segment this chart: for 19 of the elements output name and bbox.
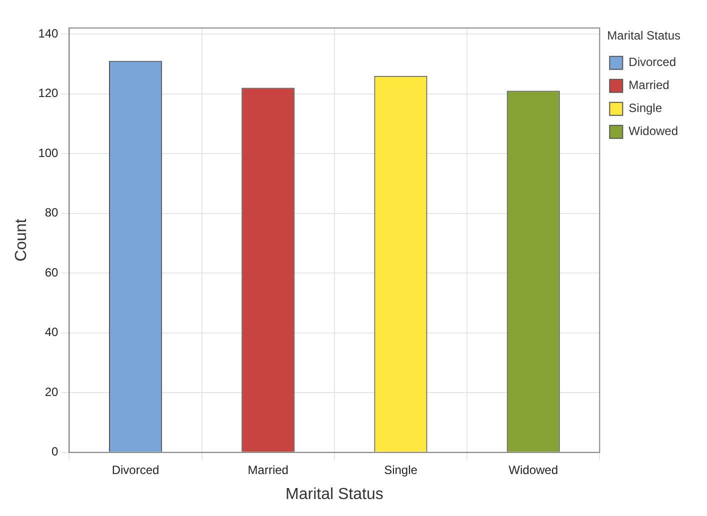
legend-label: Single [628,101,662,116]
x-tick-label: Widowed [508,462,558,477]
y-tick-label: 100 [38,146,59,160]
y-tick-label: 80 [44,206,59,220]
y-tick-label: 120 [38,86,59,100]
y-tick-label: 60 [44,265,59,280]
y-tick-label: 40 [44,325,59,340]
legend-label: Married [628,78,670,92]
x-tick-label: Divorced [112,462,160,477]
x-axis-title: Marital Status [286,486,384,503]
y-axis-title: Count [13,218,30,262]
y-tick-label: 140 [38,26,59,40]
legend-label: Widowed [628,124,678,138]
x-tick-label: Married [248,462,288,477]
legend-label: Divorced [628,55,676,70]
y-tick-label: 20 [44,384,59,399]
legend-title: Marital Status [607,28,681,42]
x-tick-label: Single [384,462,418,477]
y-tick-label: 0 [52,444,59,459]
